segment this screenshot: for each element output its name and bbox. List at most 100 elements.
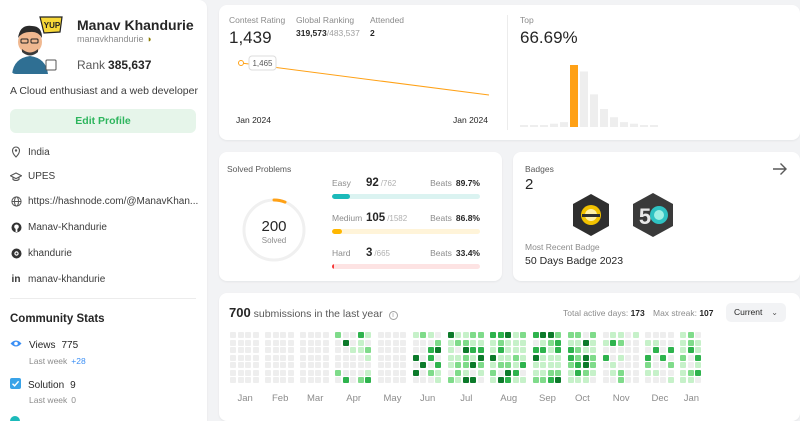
heatmap-day-cell[interactable]	[342, 369, 349, 376]
heatmap-day-cell[interactable]	[365, 347, 371, 353]
heatmap-day-cell[interactable]	[617, 339, 624, 346]
heatmap-day-cell[interactable]	[447, 354, 454, 361]
heatmap-day-cell[interactable]	[687, 377, 694, 383]
heatmap-day-cell[interactable]	[385, 362, 391, 368]
heatmap-day-cell[interactable]	[350, 332, 356, 338]
heatmap-day-cell[interactable]	[322, 339, 329, 346]
heatmap-day-cell[interactable]	[567, 332, 574, 338]
heatmap-day-cell[interactable]	[272, 377, 279, 383]
heatmap-day-cell[interactable]	[315, 377, 321, 383]
heatmap-day-cell[interactable]	[555, 339, 561, 346]
heatmap-day-cell[interactable]	[477, 347, 484, 353]
heatmap-day-cell[interactable]	[245, 339, 251, 346]
heatmap-day-cell[interactable]	[680, 354, 686, 361]
heatmap-day-cell[interactable]	[342, 339, 349, 346]
heatmap-day-cell[interactable]	[245, 377, 251, 383]
heatmap-day-cell[interactable]	[245, 362, 251, 368]
heatmap-day-cell[interactable]	[667, 354, 674, 361]
heatmap-day-cell[interactable]	[377, 339, 384, 346]
heatmap-day-cell[interactable]	[265, 332, 271, 338]
heatmap-day-cell[interactable]	[447, 362, 454, 368]
heatmap-day-cell[interactable]	[520, 332, 526, 338]
heatmap-day-cell[interactable]	[385, 347, 391, 353]
heatmap-day-cell[interactable]	[420, 339, 426, 346]
heatmap-day-cell[interactable]	[265, 354, 271, 361]
heatmap-day-cell[interactable]	[602, 354, 609, 361]
heatmap-day-cell[interactable]	[470, 369, 476, 376]
heatmap-day-cell[interactable]	[645, 369, 651, 376]
heatmap-day-cell[interactable]	[427, 362, 434, 368]
heatmap-day-cell[interactable]	[350, 377, 356, 383]
heatmap-day-cell[interactable]	[280, 354, 286, 361]
heatmap-day-cell[interactable]	[497, 369, 504, 376]
heatmap-day-cell[interactable]	[427, 369, 434, 376]
heatmap-day-cell[interactable]	[237, 354, 244, 361]
heatmap-day-cell[interactable]	[512, 354, 519, 361]
heatmap-day-cell[interactable]	[540, 347, 546, 353]
heatmap-day-cell[interactable]	[427, 347, 434, 353]
heatmap-day-cell[interactable]	[590, 354, 596, 361]
heatmap-day-cell[interactable]	[625, 362, 631, 368]
heatmap-day-cell[interactable]	[645, 332, 651, 338]
info-icon[interactable]: i	[388, 311, 398, 320]
heatmap-day-cell[interactable]	[590, 362, 596, 368]
heatmap-day-cell[interactable]	[435, 339, 441, 346]
heatmap-day-cell[interactable]	[252, 362, 259, 368]
heatmap-day-cell[interactable]	[307, 347, 314, 353]
heatmap-day-cell[interactable]	[385, 354, 391, 361]
avatar[interactable]: YUP	[10, 14, 66, 74]
heatmap-day-cell[interactable]	[455, 362, 461, 368]
heatmap-day-cell[interactable]	[497, 377, 504, 383]
heatmap-day-cell[interactable]	[477, 362, 484, 368]
heatmap-day-cell[interactable]	[435, 347, 441, 353]
heatmap-day-cell[interactable]	[252, 332, 259, 338]
heatmap-day-cell[interactable]	[667, 362, 674, 368]
heatmap-day-cell[interactable]	[617, 332, 624, 338]
linkedin-row[interactable]: in manav-khandurie	[11, 274, 106, 285]
heatmap-day-cell[interactable]	[497, 362, 504, 368]
heatmap-day-cell[interactable]	[315, 362, 321, 368]
heatmap-day-cell[interactable]	[505, 369, 511, 376]
heatmap-day-cell[interactable]	[307, 339, 314, 346]
heatmap-day-cell[interactable]	[575, 332, 581, 338]
heatmap-day-cell[interactable]	[680, 377, 686, 383]
heatmap-day-cell[interactable]	[280, 362, 286, 368]
heatmap-day-cell[interactable]	[392, 339, 399, 346]
heatmap-day-cell[interactable]	[400, 369, 406, 376]
heatmap-day-cell[interactable]	[497, 347, 504, 353]
heatmap-day-cell[interactable]	[447, 377, 454, 383]
heatmap-day-cell[interactable]	[582, 332, 589, 338]
heatmap-day-cell[interactable]	[462, 347, 469, 353]
heatmap-day-cell[interactable]	[265, 369, 271, 376]
heatmap-day-cell[interactable]	[447, 332, 454, 338]
heatmap-day-cell[interactable]	[520, 347, 526, 353]
heatmap-day-cell[interactable]	[420, 362, 426, 368]
heatmap-day-cell[interactable]	[652, 354, 659, 361]
heatmap-day-cell[interactable]	[602, 362, 609, 368]
heatmap-day-cell[interactable]	[540, 354, 546, 361]
heatmap-day-cell[interactable]	[335, 362, 341, 368]
heatmap-day-cell[interactable]	[307, 354, 314, 361]
heatmap-day-cell[interactable]	[287, 362, 294, 368]
heatmap-day-cell[interactable]	[520, 377, 526, 383]
heatmap-day-cell[interactable]	[625, 347, 631, 353]
heatmap-day-cell[interactable]	[547, 339, 554, 346]
heatmap-day-cell[interactable]	[265, 377, 271, 383]
website-row[interactable]: https://hashnode.com/@ManavKhan...	[10, 196, 200, 207]
heatmap-day-cell[interactable]	[667, 339, 674, 346]
heatmap-day-cell[interactable]	[455, 377, 461, 383]
heatmap-day-cell[interactable]	[315, 354, 321, 361]
heatmap-day-cell[interactable]	[435, 332, 441, 338]
heatmap-day-cell[interactable]	[680, 332, 686, 338]
heatmap-day-cell[interactable]	[567, 354, 574, 361]
heatmap-day-cell[interactable]	[412, 377, 419, 383]
heatmap-day-cell[interactable]	[392, 377, 399, 383]
heatmap-day-cell[interactable]	[287, 369, 294, 376]
heatmap-day-cell[interactable]	[490, 362, 496, 368]
heatmap-day-cell[interactable]	[412, 354, 419, 361]
heatmap-day-cell[interactable]	[280, 369, 286, 376]
heatmap-day-cell[interactable]	[547, 332, 554, 338]
heatmap-day-cell[interactable]	[667, 369, 674, 376]
heatmap-day-cell[interactable]	[315, 332, 321, 338]
heatmap-day-cell[interactable]	[412, 332, 419, 338]
